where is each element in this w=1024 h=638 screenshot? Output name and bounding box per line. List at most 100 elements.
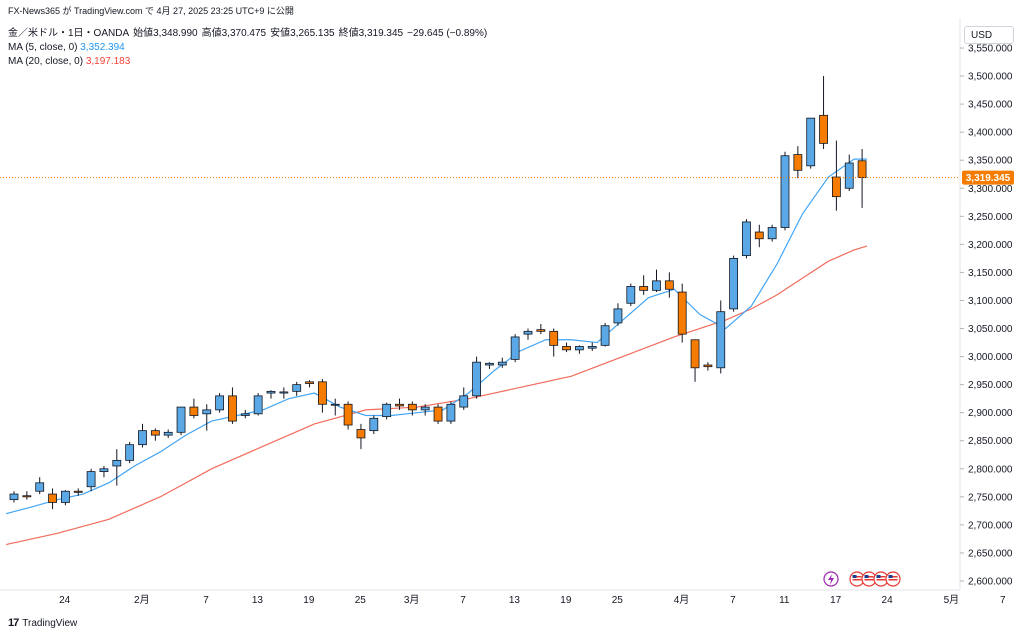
ma20-line (5, 245, 868, 546)
x-tick-label: 4月 (674, 594, 690, 606)
publish-info: FX-News365 が TradingView.com で 4月 27, 20… (8, 6, 294, 16)
footer-brand: 17 TradingView (8, 617, 77, 629)
candle-up (767, 227, 777, 240)
candle-down (356, 429, 366, 439)
candle-up (202, 409, 212, 415)
candle-up (844, 162, 854, 189)
ma20-value: 3,197.183 (85, 56, 131, 67)
candle-up (369, 417, 379, 432)
y-tick-label: 3,050.000 (968, 324, 1013, 335)
flag-canton (864, 575, 869, 578)
candle-down (793, 154, 803, 171)
candle-up (86, 471, 96, 488)
candle-up (587, 346, 597, 349)
tradingview-brand: TradingView (22, 617, 78, 629)
y-tick-label: 2,750.000 (968, 492, 1013, 503)
candle-up (780, 155, 790, 228)
candle-down (832, 176, 841, 198)
candle-up (420, 406, 430, 411)
chart-legend: 金／米ドル・1日・OANDA 始値3,348.990 高値3,370.475 安値3,… (8, 27, 491, 69)
candle-up (9, 493, 19, 501)
candle-up (330, 403, 340, 406)
y-tick-label: 3,250.000 (968, 212, 1013, 223)
flag-stripe (888, 576, 898, 578)
x-tick-label: 19 (303, 595, 315, 606)
y-tick-label: 2,650.000 (968, 548, 1013, 559)
flag-stripe (864, 579, 874, 581)
candle-down (22, 495, 32, 498)
candle-up (742, 221, 751, 256)
candle-up (446, 403, 456, 422)
candle-down (317, 381, 327, 405)
last-price-label: 3,319.345 (966, 173, 1011, 184)
candle-down (305, 381, 314, 384)
candle-up (112, 459, 122, 467)
candle-up (485, 362, 494, 366)
high-label: 高値 (201, 28, 222, 39)
x-tick-label: 7 (460, 595, 466, 606)
candle-down (536, 329, 546, 332)
x-tick-label: 25 (612, 595, 624, 606)
y-tick-label: 3,300.000 (968, 184, 1013, 195)
ma5-label: MA (5, close, 0) (8, 42, 78, 53)
candle-down (73, 490, 83, 493)
candle-up (472, 361, 482, 397)
candle-up (279, 391, 289, 394)
candle-up (61, 490, 70, 503)
x-tick-label: 2月 (134, 594, 150, 606)
candle-down (407, 403, 417, 411)
candle-down (562, 346, 571, 351)
flag-stripe (852, 576, 862, 578)
x-tick-label: 13 (252, 595, 264, 606)
x-tick-label: 13 (509, 595, 521, 606)
candle-up (215, 395, 225, 411)
flag-canton (852, 575, 857, 578)
candle-up (253, 395, 263, 415)
ma20-row[interactable]: MA (20, close, 0) 3,197.183 (8, 55, 491, 69)
ma5-row[interactable]: MA (5, close, 0) 3,352.394 (8, 41, 491, 55)
flag-stripe (876, 579, 886, 581)
candle-up (176, 406, 186, 433)
candle-up (716, 311, 726, 369)
y-tick-label: 3,150.000 (968, 268, 1013, 279)
instrument-label: 金／米ドル・1日・OANDA (8, 28, 130, 39)
candle-up (497, 361, 507, 366)
currency-selector[interactable]: USD (964, 26, 1014, 44)
candle-up (523, 330, 533, 335)
candle-up (575, 346, 584, 351)
candle-up (729, 257, 738, 310)
tradingview-logo-icon: 17 (8, 617, 19, 629)
candle-down (819, 114, 828, 144)
x-tick-label: 7 (1000, 595, 1006, 606)
candle-up (626, 286, 636, 304)
candle-down (150, 430, 160, 436)
flag-stripe (852, 579, 862, 581)
candle-up (138, 430, 147, 446)
x-tick-label: 24 (882, 595, 894, 606)
x-tick-label: 3月 (404, 594, 420, 606)
candle-down (677, 291, 687, 335)
ma5-line (5, 158, 867, 515)
candle-down (343, 403, 353, 426)
y-tick-label: 3,550.000 (968, 44, 1013, 55)
y-tick-label: 3,400.000 (968, 128, 1013, 139)
close-value: 3,319.345 (358, 28, 404, 39)
candle-down (549, 330, 559, 346)
y-tick-label: 3,350.000 (968, 156, 1013, 167)
change-value: −29.645 (−0.89%) (407, 28, 488, 39)
x-tick-label: 5月 (944, 594, 960, 606)
candle-up (35, 482, 45, 492)
candle-up (99, 468, 109, 472)
y-tick-label: 3,100.000 (968, 296, 1013, 307)
lightning-glyph (828, 574, 834, 585)
candle-up (382, 403, 392, 418)
candle-down (228, 395, 237, 422)
candle-down (433, 406, 443, 422)
flag-canton (876, 575, 881, 578)
flag-stripe (864, 576, 874, 578)
candle-down (857, 160, 867, 179)
ma5-value: 3,352.394 (80, 42, 125, 53)
candle-up (652, 280, 661, 291)
candle-up (806, 117, 816, 167)
